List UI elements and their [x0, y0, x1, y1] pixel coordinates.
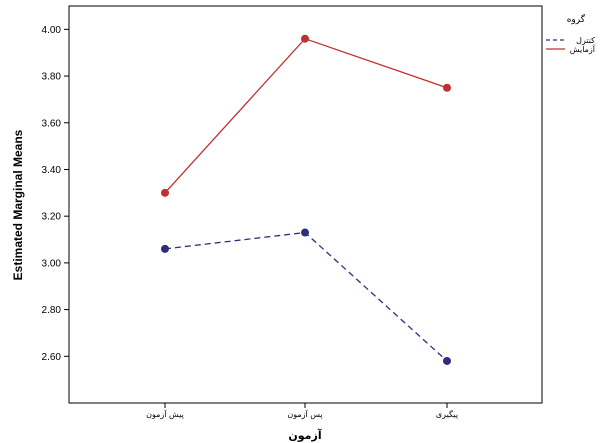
data-point-1-2 — [443, 83, 451, 92]
legend-title: گروه — [567, 13, 586, 25]
y-axis: 2.60 2.80 3.00 3.20 3.40 3.60 3.80 4.00 — [42, 25, 69, 363]
x-tick-label: پس آزمون — [287, 409, 322, 419]
data-point-0-2 — [443, 356, 451, 365]
data-point-0-1 — [301, 228, 309, 237]
x-tick-label: پیگیری — [436, 409, 458, 419]
x-tick-label: پیش آزمون — [146, 409, 184, 419]
x-axis: پیش آزمون پس آزمون پیگیری — [146, 403, 458, 419]
y-tick-label: 2.80 — [42, 305, 62, 316]
data-point-1-1 — [301, 34, 309, 43]
y-tick-label: 3.60 — [42, 118, 62, 129]
y-tick-label: 3.40 — [42, 165, 62, 176]
y-tick-label: 4.00 — [42, 25, 62, 36]
y-tick-label: 3.00 — [42, 258, 62, 269]
x-axis-title: آزمون — [288, 428, 321, 442]
data-point-0-0 — [161, 244, 169, 253]
legend-label-experiment: آزمایش — [570, 44, 596, 54]
y-axis-title: Estimated Marginal Means — [11, 129, 25, 280]
legend-label-control: کنترل — [576, 36, 595, 45]
y-tick-label: 3.80 — [42, 72, 62, 83]
legend: گروه کنترل آزمایش — [546, 13, 596, 54]
data-point-1-0 — [161, 188, 169, 197]
plot-area — [68, 5, 543, 404]
y-tick-label: 2.60 — [42, 352, 62, 363]
series-layer — [161, 34, 451, 365]
y-tick-label: 3.20 — [42, 212, 62, 223]
